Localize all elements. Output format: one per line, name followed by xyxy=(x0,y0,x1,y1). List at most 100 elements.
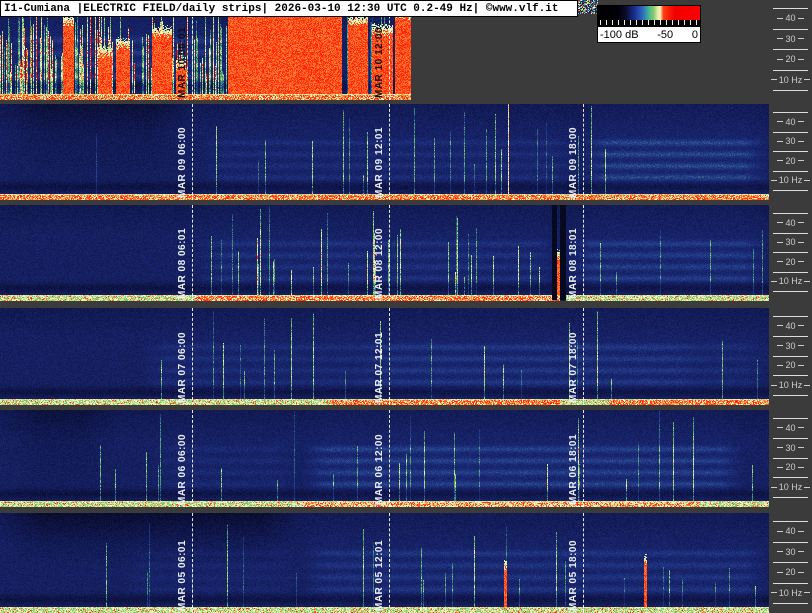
colorbar-gradient xyxy=(598,6,700,20)
freq-tick-label: 20 xyxy=(769,257,812,267)
freq-tick-label: 40 xyxy=(769,13,812,23)
freq-tick-label: 40 xyxy=(769,117,812,127)
spectrogram-canvas xyxy=(0,410,769,507)
freq-tick-label: 30 xyxy=(769,443,812,453)
tick-dash xyxy=(777,17,784,19)
freq-tick-label: 20 xyxy=(769,567,812,577)
freq-value: 30 xyxy=(785,340,796,351)
frequency-axis: 40 30 20 10 Hz xyxy=(769,308,812,405)
daily-strip-mar-06: MAR 06 06:00 MAR 06 12:00 MAR 06 18:01 xyxy=(0,410,769,507)
freq-tick-line xyxy=(773,151,808,152)
tick-dash xyxy=(797,261,804,263)
tick-dash xyxy=(777,551,784,553)
tick-dash xyxy=(804,280,811,282)
tick-dash xyxy=(770,79,777,81)
freq-tick-line xyxy=(773,562,808,563)
tick-dash xyxy=(797,58,804,60)
freq-tick-line xyxy=(773,418,808,419)
freq-tick-line xyxy=(773,497,808,498)
frequency-axis: 40 30 20 10 Hz xyxy=(769,205,812,301)
freq-value: 20 xyxy=(785,256,796,267)
freq-value: 30 xyxy=(785,237,796,248)
freq-value: 40 xyxy=(785,116,796,127)
tick-dash xyxy=(770,384,777,386)
time-gridline xyxy=(389,0,390,100)
freq-tick-line xyxy=(773,271,808,273)
freq-value: 40 xyxy=(785,526,796,537)
daily-strip-mar-08: MAR 08 06:01 MAR 08 12:00 MAR 08 18:01 xyxy=(0,205,769,301)
tick-dash xyxy=(804,179,811,181)
freq-tick-label: 40 xyxy=(769,423,812,433)
freq-tick-line xyxy=(773,28,808,30)
tick-dash xyxy=(770,179,777,181)
freq-value: 40 xyxy=(785,13,796,24)
freq-value: 40 xyxy=(785,217,796,228)
freq-value: 30 xyxy=(785,136,796,147)
tick-dash xyxy=(777,58,784,60)
frequency-axis: 40 30 20 10 Hz xyxy=(769,513,812,613)
time-gridline xyxy=(389,410,390,507)
freq-tick-line xyxy=(773,190,808,191)
freq-value: 10 Hz xyxy=(778,587,803,598)
daily-strip-mar-05: MAR 05 06:01 MAR 05 12:01 MAR 05 18:00 xyxy=(0,513,769,613)
freq-tick-label: 10 Hz xyxy=(769,276,812,286)
freq-tick-line xyxy=(773,291,808,292)
freq-tick-line xyxy=(773,375,808,377)
time-gridline xyxy=(192,205,193,301)
tick-dash xyxy=(804,486,811,488)
freq-tick-line xyxy=(773,213,808,214)
freq-tick-label: 20 xyxy=(769,156,812,166)
tick-dash xyxy=(770,280,777,282)
freq-tick-line xyxy=(773,477,808,479)
frequency-axis: 40 30 20 10 Hz xyxy=(769,104,812,200)
time-gridline xyxy=(583,308,584,405)
colorbar-legend: -100 dB -50 0 xyxy=(597,5,701,43)
tick-dash xyxy=(804,79,811,81)
title-text: I1-Cumiana |ELECTRIC FIELD/daily strips|… xyxy=(4,2,559,15)
freq-tick-label: 10 Hz xyxy=(769,175,812,185)
time-gridline xyxy=(583,104,584,200)
tick-dash xyxy=(797,140,804,142)
freq-tick-label: 10 Hz xyxy=(769,75,812,85)
spectrogram-canvas xyxy=(0,308,769,405)
freq-value: 10 Hz xyxy=(778,74,803,85)
freq-tick-label: 20 xyxy=(769,462,812,472)
tick-dash xyxy=(797,571,804,573)
freq-value: 10 Hz xyxy=(778,175,803,186)
tick-dash xyxy=(777,38,784,40)
freq-tick-line xyxy=(773,335,808,337)
freq-value: 20 xyxy=(785,54,796,65)
colorbar-label-min: -100 dB xyxy=(600,28,639,41)
time-gridline xyxy=(583,205,584,301)
tick-dash xyxy=(777,466,784,468)
tick-dash xyxy=(777,261,784,263)
tick-dash xyxy=(777,325,784,327)
freq-tick-label: 30 xyxy=(769,34,812,44)
freq-value: 30 xyxy=(785,33,796,44)
colorbar-ticks xyxy=(598,20,700,27)
tick-dash xyxy=(777,530,784,532)
freq-tick-line xyxy=(773,69,808,71)
freq-value: 20 xyxy=(785,360,796,371)
freq-tick-label: 20 xyxy=(769,360,812,370)
freq-tick-label: 40 xyxy=(769,526,812,536)
tick-dash xyxy=(797,530,804,532)
time-gridline xyxy=(389,104,390,200)
tick-dash xyxy=(777,345,784,347)
tick-dash xyxy=(797,364,804,366)
tick-dash xyxy=(797,160,804,162)
tick-dash xyxy=(777,121,784,123)
tick-dash xyxy=(797,222,804,224)
time-gridline xyxy=(192,513,193,613)
freq-value: 40 xyxy=(785,320,796,331)
freq-tick-label: 10 Hz xyxy=(769,482,812,492)
remnant-pixels xyxy=(578,0,598,14)
tick-dash xyxy=(797,466,804,468)
tick-dash xyxy=(804,592,811,594)
tick-dash xyxy=(777,447,784,449)
freq-tick-label: 10 Hz xyxy=(769,588,812,598)
tick-dash xyxy=(797,17,804,19)
tick-dash xyxy=(797,447,804,449)
freq-value: 20 xyxy=(785,462,796,473)
frequency-axis: 40 30 20 10 Hz xyxy=(769,0,812,100)
